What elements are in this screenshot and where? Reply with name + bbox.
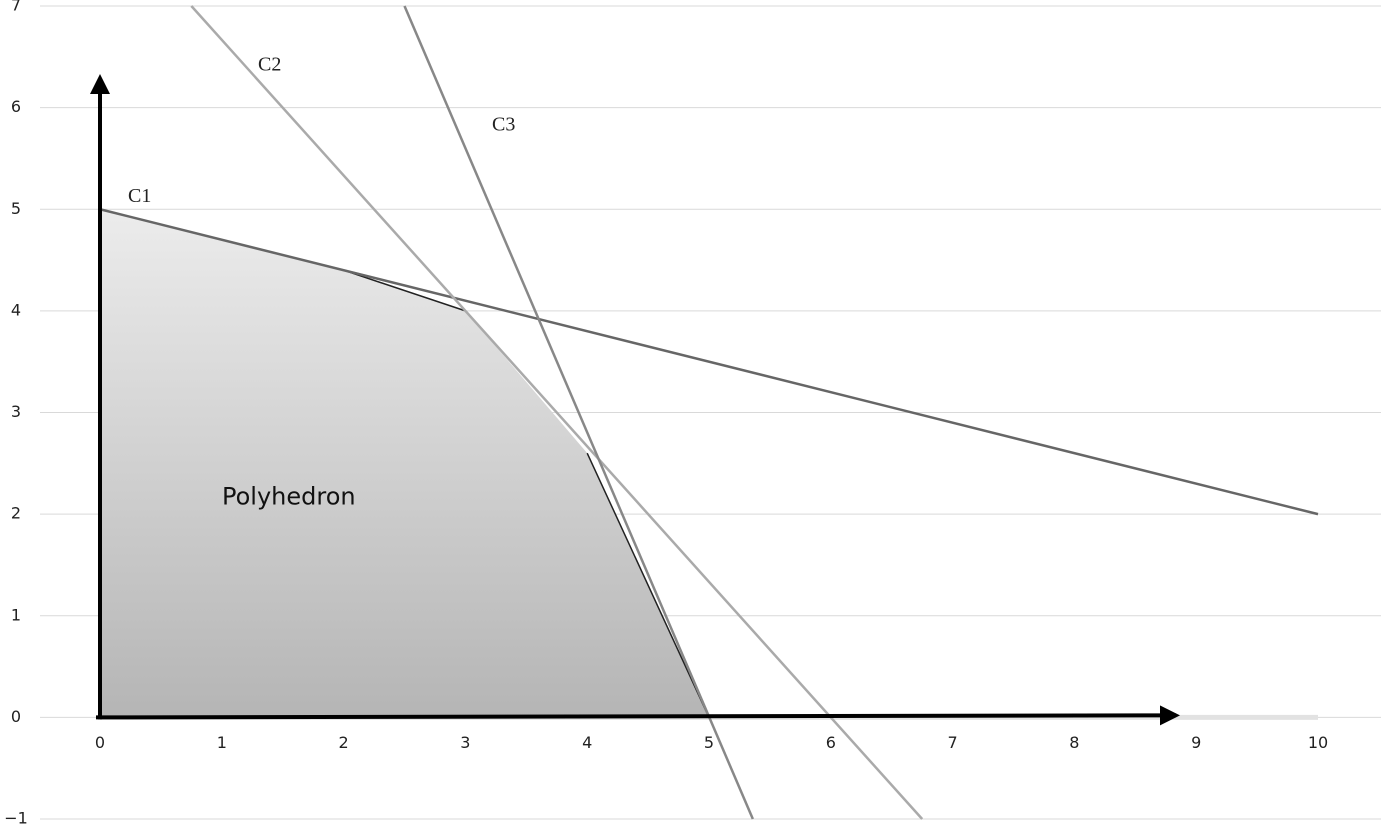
y-tick-label: 7 [11, 0, 21, 15]
x-tick-label: 5 [704, 733, 714, 752]
y-tick-label: 4 [11, 300, 21, 319]
y-tick-label: 6 [11, 97, 21, 116]
constraint-line [403, 5, 754, 820]
x-axis [95, 705, 1180, 726]
y-tick-label: 5 [11, 199, 21, 218]
region-edge [343, 269, 466, 312]
x-tick-label: 9 [1191, 733, 1201, 752]
x-tick-label: 0 [95, 733, 105, 752]
x-tick-label: 1 [217, 733, 227, 752]
constraint-line [99, 208, 1319, 516]
x-tick-label: 4 [582, 733, 592, 752]
constraint-label: C3 [492, 114, 515, 136]
plot-area: Polyhedron C1 C2 C3 [90, 5, 1319, 820]
x-tick-label: 6 [826, 733, 836, 752]
x-tick-label: 7 [948, 733, 958, 752]
region-label: Polyhedron [222, 482, 356, 510]
y-tick-label: 1 [11, 605, 21, 624]
constraint-label: C1 [128, 185, 151, 207]
region-edge [586, 452, 710, 718]
x-tick-label: 2 [339, 733, 349, 752]
x-tick-label: 8 [1069, 733, 1079, 752]
constraint-label: C2 [258, 54, 281, 76]
x-tick-label: 10 [1308, 733, 1328, 752]
y-tick-label: 3 [11, 402, 21, 421]
constraint-line [190, 5, 924, 820]
feasible-region [100, 209, 709, 718]
y-tick-label: 0 [11, 707, 21, 726]
y-tick-label: −1 [4, 809, 28, 825]
x-tick-label: 3 [460, 733, 470, 752]
y-tick-label: 2 [11, 504, 21, 523]
